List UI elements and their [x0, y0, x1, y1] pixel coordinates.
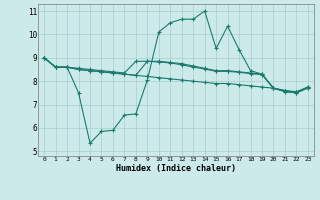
X-axis label: Humidex (Indice chaleur): Humidex (Indice chaleur) [116, 164, 236, 173]
